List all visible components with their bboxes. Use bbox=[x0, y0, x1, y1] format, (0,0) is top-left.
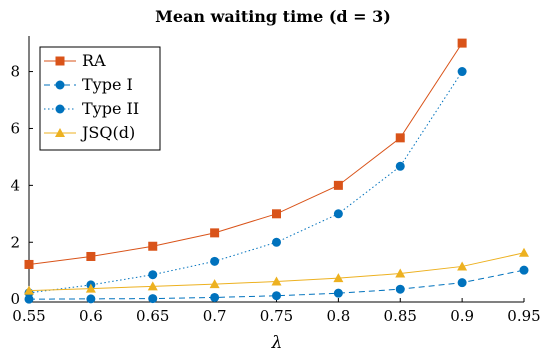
data-point bbox=[333, 180, 343, 190]
data-point bbox=[271, 276, 282, 286]
data-point bbox=[519, 247, 529, 257]
y-tick-label: 6 bbox=[10, 119, 20, 137]
data-point bbox=[86, 251, 96, 261]
data-point bbox=[148, 294, 158, 304]
data-point bbox=[148, 270, 158, 280]
legend-label: Type I bbox=[82, 75, 133, 94]
data-point bbox=[272, 291, 281, 301]
x-tick-label: 0.7 bbox=[203, 307, 227, 325]
legend-label: RA bbox=[82, 51, 106, 70]
legend-label: JSQ(d) bbox=[80, 123, 135, 142]
series-1 bbox=[24, 265, 529, 304]
y-tick-label: 8 bbox=[10, 63, 20, 81]
series-line bbox=[28, 71, 463, 294]
x-tick-label: 0.55 bbox=[12, 307, 45, 325]
data-point bbox=[24, 259, 34, 269]
y-tick-label: 4 bbox=[10, 176, 20, 194]
data-point bbox=[85, 283, 96, 293]
data-point bbox=[272, 237, 281, 247]
data-point bbox=[457, 38, 467, 48]
data-point bbox=[24, 294, 34, 304]
x-tick-labels: 0.55 0.6 0.65 0.7 0.75 0.8 0.85 0.9 0.95 bbox=[12, 298, 541, 325]
legend-marker bbox=[55, 56, 65, 66]
series-line bbox=[28, 269, 525, 300]
legend-marker bbox=[55, 104, 65, 114]
x-tick-label: 0.6 bbox=[79, 307, 103, 325]
data-point bbox=[210, 292, 220, 302]
x-tick-label: 0.75 bbox=[260, 307, 293, 325]
series-group bbox=[24, 38, 529, 304]
x-tick-label: 0.65 bbox=[136, 307, 169, 325]
data-point bbox=[24, 285, 34, 295]
series-0 bbox=[24, 38, 467, 269]
chart-title: Mean waiting time (d = 3) bbox=[155, 7, 391, 26]
legend: RA Type I Type II JSQ(d) bbox=[39, 46, 161, 151]
data-point bbox=[86, 294, 96, 304]
legend-marker bbox=[55, 80, 65, 90]
data-point bbox=[210, 228, 220, 238]
data-point bbox=[395, 133, 405, 143]
data-point bbox=[333, 288, 343, 298]
data-point bbox=[395, 161, 405, 171]
x-tick-label: 0.95 bbox=[507, 307, 540, 325]
legend-marker bbox=[55, 128, 65, 137]
data-point bbox=[519, 265, 529, 275]
x-tick-label: 0.9 bbox=[450, 307, 474, 325]
data-point bbox=[457, 261, 468, 271]
series-2 bbox=[24, 67, 467, 298]
y-tick-label: 0 bbox=[10, 290, 20, 308]
data-point bbox=[333, 273, 344, 283]
data-point bbox=[395, 268, 406, 278]
data-point bbox=[210, 256, 220, 266]
data-point bbox=[272, 209, 281, 219]
x-axis-label: λ bbox=[271, 333, 283, 353]
series-3 bbox=[24, 247, 529, 295]
series-line bbox=[28, 42, 463, 265]
data-point bbox=[395, 284, 405, 294]
data-point bbox=[333, 209, 343, 219]
data-point bbox=[147, 281, 158, 291]
x-tick-label: 0.85 bbox=[384, 307, 417, 325]
y-tick-label: 2 bbox=[10, 233, 20, 251]
data-point bbox=[457, 278, 467, 288]
legend-label: Type II bbox=[82, 99, 139, 118]
data-point bbox=[209, 279, 220, 289]
x-tick-label: 0.8 bbox=[326, 307, 350, 325]
data-point bbox=[148, 241, 158, 251]
data-point bbox=[457, 67, 467, 77]
y-tick-labels: 0 2 4 6 8 bbox=[10, 63, 33, 308]
